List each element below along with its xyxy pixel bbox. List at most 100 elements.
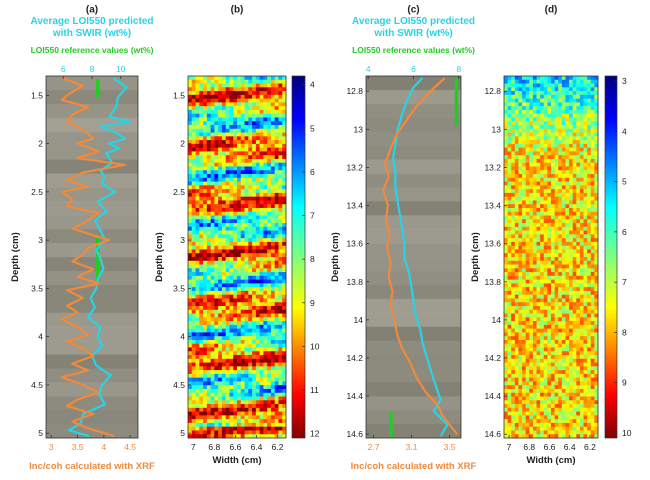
heatmap-cell bbox=[237, 377, 242, 382]
heatmap-cell bbox=[252, 207, 257, 213]
heatmap-cell bbox=[195, 125, 200, 130]
heatmap-cell bbox=[522, 396, 527, 401]
heatmap-cell bbox=[229, 132, 234, 137]
heatmap-cell bbox=[225, 249, 230, 254]
heatmap-cell bbox=[558, 245, 563, 250]
heatmap-cell bbox=[590, 332, 595, 337]
y-axis-tick-label: 3.5 bbox=[31, 283, 43, 293]
heatmap-cell bbox=[565, 249, 570, 254]
heatmap-cell bbox=[195, 170, 200, 175]
heatmap-cell bbox=[233, 109, 238, 115]
heatmap-cell bbox=[540, 106, 545, 111]
heatmap-cell bbox=[543, 328, 548, 333]
heatmap-cell bbox=[540, 200, 545, 205]
heatmap-cell bbox=[518, 117, 523, 122]
heatmap-cell bbox=[274, 136, 279, 141]
heatmap-cell bbox=[511, 392, 516, 397]
heatmap-cell bbox=[225, 140, 230, 145]
heatmap-cell bbox=[532, 109, 537, 115]
heatmap-cell bbox=[579, 332, 584, 337]
heatmap-cell bbox=[267, 290, 272, 296]
heatmap-cell bbox=[540, 370, 545, 375]
heatmap-cell bbox=[554, 109, 559, 115]
heatmap-cell bbox=[558, 324, 563, 330]
heatmap-cell bbox=[511, 151, 516, 156]
heatmap-cell bbox=[233, 272, 238, 277]
heatmap-cell bbox=[214, 113, 219, 118]
heatmap-cell bbox=[233, 385, 238, 390]
heatmap-cell bbox=[529, 98, 534, 103]
heatmap-cell bbox=[248, 339, 253, 345]
heatmap-cell bbox=[587, 155, 592, 160]
heatmap-cell bbox=[282, 170, 287, 175]
heatmap-cell bbox=[561, 324, 566, 330]
heatmap-cell bbox=[579, 260, 584, 265]
heatmap-cell bbox=[579, 336, 584, 341]
heatmap-cell bbox=[252, 219, 257, 224]
heatmap-cell bbox=[522, 219, 527, 224]
heatmap-cell bbox=[518, 373, 523, 379]
heatmap-cell bbox=[203, 404, 208, 409]
heatmap-cell bbox=[252, 306, 257, 311]
heatmap-cell bbox=[199, 332, 204, 337]
heatmap-cell bbox=[240, 249, 245, 254]
heatmap-cell bbox=[252, 128, 257, 133]
heatmap-cell bbox=[244, 177, 249, 182]
heatmap-cell bbox=[210, 268, 215, 273]
heatmap-cell bbox=[221, 309, 227, 314]
heatmap-cell bbox=[514, 87, 519, 92]
heatmap-cell bbox=[214, 196, 219, 201]
heatmap-cell bbox=[576, 192, 581, 198]
heatmap-cell bbox=[561, 226, 566, 231]
heatmap-cell bbox=[195, 370, 200, 375]
heatmap-cell bbox=[583, 351, 588, 356]
heatmap-cell bbox=[543, 207, 548, 213]
heatmap-cell bbox=[225, 211, 230, 216]
heatmap-cell bbox=[218, 298, 223, 303]
heatmap-cell bbox=[507, 207, 512, 213]
heatmap-cell bbox=[547, 189, 552, 194]
heatmap-cell bbox=[199, 306, 204, 311]
heatmap-cell bbox=[572, 125, 577, 130]
heatmap-cell bbox=[540, 396, 545, 401]
heatmap-cell bbox=[551, 94, 556, 100]
heatmap-cell bbox=[278, 177, 283, 182]
heatmap-cell bbox=[267, 162, 272, 167]
heatmap-cell bbox=[233, 411, 238, 416]
heatmap-cell bbox=[282, 392, 287, 397]
heatmap-cell bbox=[221, 411, 227, 416]
heatmap-cell bbox=[572, 147, 577, 152]
heatmap-cell bbox=[529, 76, 534, 81]
heatmap-cell bbox=[240, 109, 245, 115]
heatmap-cell bbox=[522, 181, 527, 186]
heatmap-cell bbox=[206, 106, 212, 111]
heatmap-cell bbox=[518, 204, 523, 209]
heatmap-cell bbox=[210, 313, 215, 318]
heatmap-cell bbox=[210, 377, 215, 382]
heatmap-cell bbox=[225, 294, 230, 299]
heatmap-cell bbox=[572, 260, 577, 265]
heatmap-cell bbox=[263, 358, 268, 363]
heatmap-cell bbox=[514, 158, 519, 164]
heatmap-cell bbox=[518, 343, 523, 348]
heatmap-cell bbox=[576, 370, 581, 375]
heatmap-cell bbox=[532, 83, 537, 88]
heatmap-cell bbox=[576, 140, 581, 145]
heatmap-cell bbox=[255, 249, 261, 254]
heatmap-cell bbox=[237, 223, 242, 228]
heatmap-cell bbox=[240, 234, 245, 239]
heatmap-cell bbox=[558, 211, 563, 216]
heatmap-cell bbox=[514, 200, 519, 205]
heatmap-cell bbox=[199, 189, 204, 194]
heatmap-cell bbox=[583, 102, 588, 107]
heatmap-cell bbox=[244, 396, 249, 401]
heatmap-cell bbox=[547, 351, 552, 356]
heatmap-cell bbox=[195, 158, 200, 164]
heatmap-cell bbox=[229, 275, 234, 281]
heatmap-cell bbox=[203, 211, 208, 216]
heatmap-cell bbox=[248, 121, 253, 126]
heatmap-cell bbox=[195, 211, 200, 216]
heatmap-cell bbox=[507, 109, 512, 115]
heatmap-cell bbox=[551, 381, 556, 386]
heatmap-cell bbox=[569, 87, 574, 92]
